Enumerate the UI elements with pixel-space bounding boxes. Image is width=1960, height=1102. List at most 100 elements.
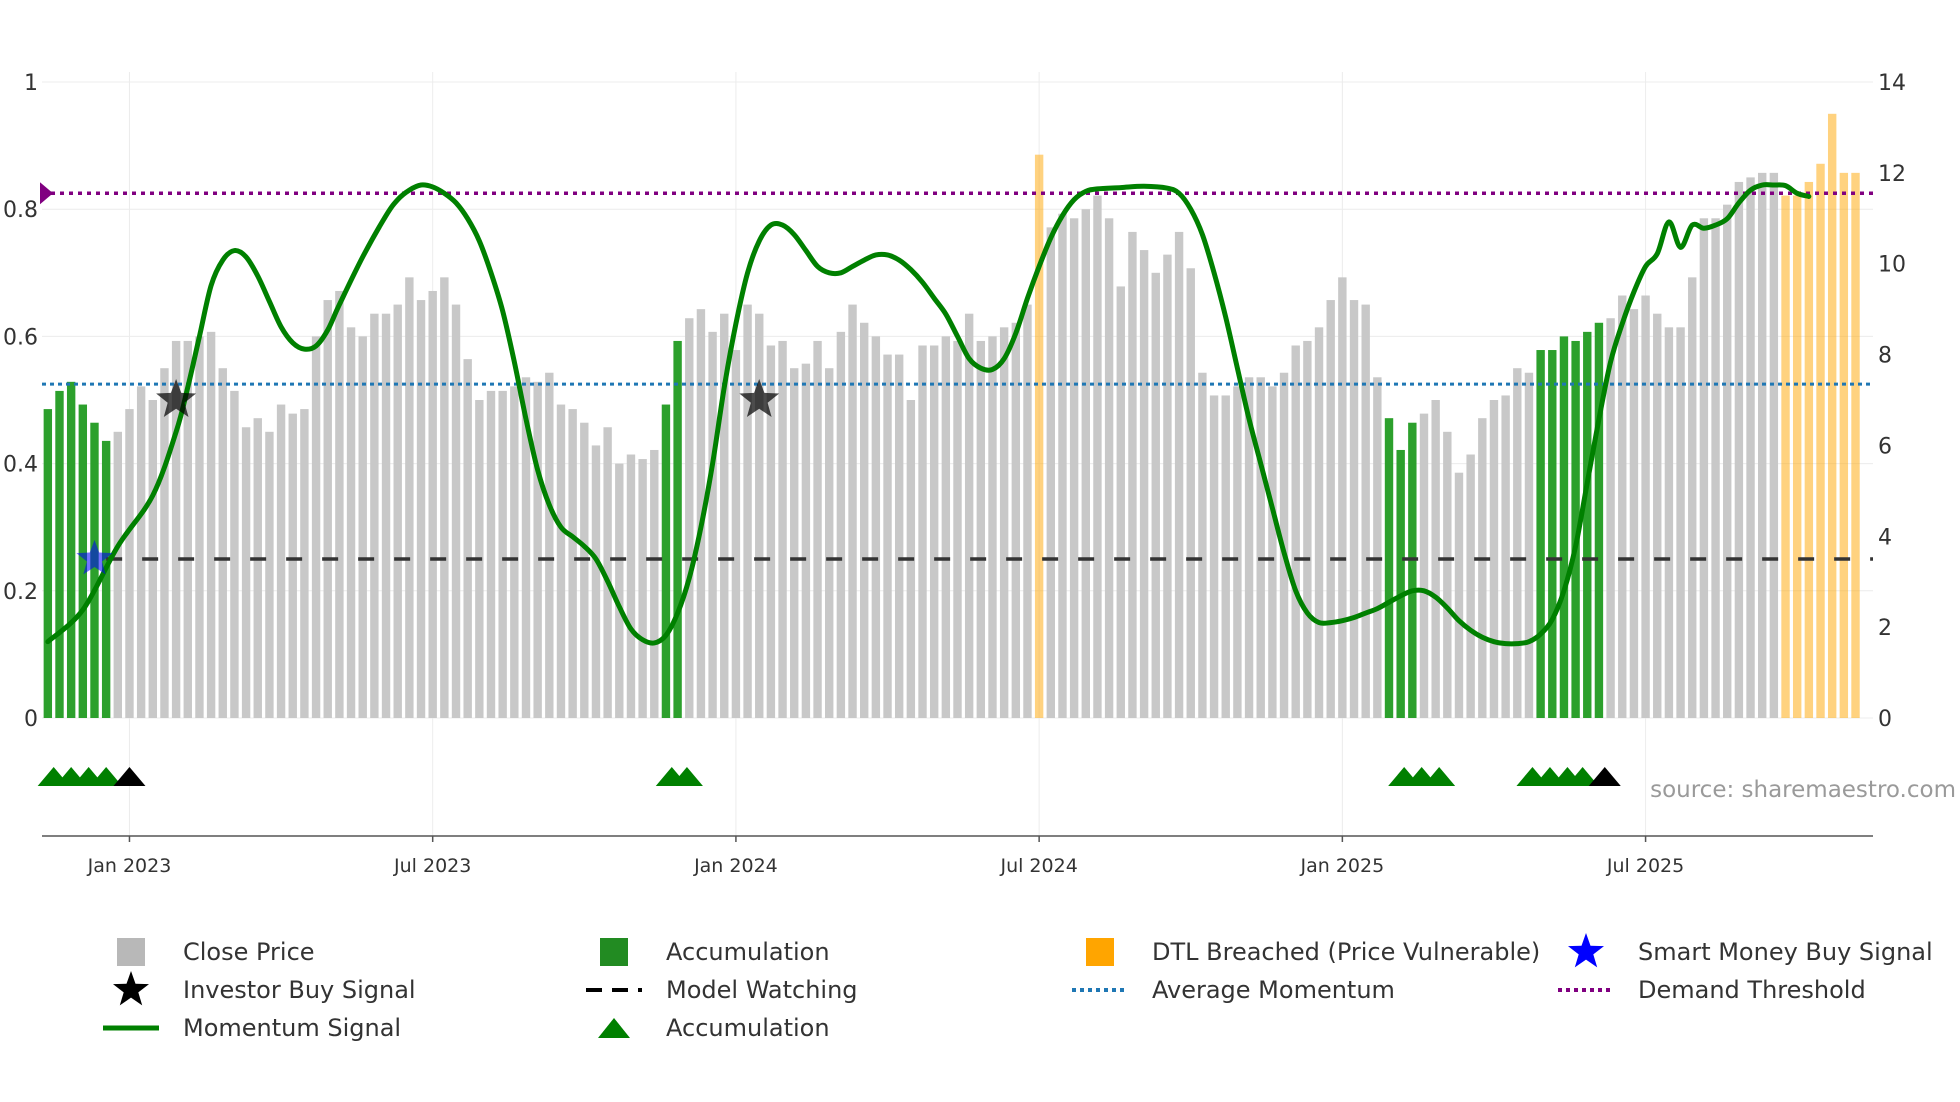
close-price-bar (650, 449, 659, 718)
accumulation-bar (1594, 322, 1604, 718)
close-price-bar (136, 386, 146, 718)
accumulation-bar (43, 409, 53, 718)
solid-line-icon (95, 1013, 167, 1043)
close-price-bar (1023, 304, 1032, 718)
close-price-bar (1431, 400, 1440, 718)
legend-model-watching: Model Watching (578, 975, 858, 1005)
close-price-bar (813, 340, 822, 718)
left-axis-tick: 0.8 (3, 198, 38, 223)
close-price-bar (1198, 372, 1207, 718)
close-price-bar (1268, 386, 1277, 718)
close-price-bar (1664, 327, 1674, 718)
dtl-breached-bar (1851, 172, 1860, 718)
momentum-signal-line (45, 182, 1812, 647)
close-price-bar (685, 318, 694, 718)
close-price-bar (1338, 277, 1347, 718)
close-price-bar (1058, 213, 1067, 718)
accumulation-triangle-black (1588, 767, 1621, 786)
close-price-bar (1699, 218, 1709, 719)
close-price-bar (440, 277, 449, 718)
close-price-bar (1629, 309, 1639, 718)
close-price-bar (1758, 172, 1767, 718)
close-price-bar (941, 336, 951, 718)
legend-label: DTL Breached (Price Vulnerable) (1152, 938, 1541, 966)
star-icon (1550, 933, 1622, 968)
close-price-bar (370, 313, 379, 718)
triangle-icon (578, 1013, 650, 1043)
dtl-breached-bar (1816, 163, 1825, 718)
close-price-bar (1641, 295, 1650, 718)
close-price-bar (1069, 218, 1079, 719)
close-price-bar (1618, 295, 1627, 718)
smart-money-buy-star (76, 540, 113, 575)
close-price-bar (1723, 204, 1732, 718)
close-price-bar (171, 340, 181, 718)
legend-label: Close Price (183, 938, 315, 966)
dtl-breached-bar (1034, 154, 1044, 718)
legend-label: Model Watching (666, 976, 858, 1004)
close-price-bar (778, 340, 787, 718)
close-price-bar (1734, 181, 1744, 718)
accumulation-triangle-black (113, 767, 146, 786)
close-price-bar (953, 340, 962, 718)
star-icon (95, 971, 167, 1006)
accumulation-triangle (1566, 767, 1599, 786)
close-price-bar (241, 427, 251, 718)
close-price-bar (591, 445, 601, 718)
dotted-line-icon (1064, 975, 1136, 1005)
close-price-bar (790, 368, 799, 718)
dtl-breached-bar (1792, 195, 1802, 719)
close-price-bar (929, 345, 939, 718)
close-price-bar (1186, 268, 1195, 718)
close-price-bar (381, 313, 391, 718)
right-axis-tick: 4 (1878, 525, 1892, 550)
accumulation-triangle (1423, 767, 1456, 786)
legend-label: Average Momentum (1152, 976, 1395, 1004)
close-price-bar (731, 350, 741, 718)
close-price-bar (1501, 395, 1510, 718)
close-price-bar (848, 304, 857, 718)
close-price-bar (801, 363, 811, 718)
price-bars (43, 113, 1860, 719)
close-price-bar (743, 304, 752, 718)
close-price-bar (1093, 195, 1102, 719)
reference-lines (40, 182, 1873, 561)
close-price-bar (1128, 231, 1137, 718)
left-axis-tick: 0.2 (3, 580, 38, 605)
legend-symbol-accumulation-bar (578, 937, 650, 967)
close-price-bar (1104, 218, 1114, 719)
demand-threshold-marker (40, 182, 53, 205)
accumulation-bar (101, 440, 111, 718)
right-axis-tick: 12 (1878, 162, 1906, 187)
dtl-breached-bar (1781, 195, 1790, 719)
accumulation-bar (1571, 340, 1580, 718)
close-price-bar (195, 336, 204, 718)
dotted-line-icon (1550, 975, 1622, 1005)
accumulation-bar (1559, 336, 1569, 718)
close-price-bar (498, 390, 507, 718)
accumulation-bar (1384, 418, 1394, 718)
close-price-bar (615, 463, 624, 718)
accumulation-bar (1548, 350, 1557, 718)
close-price-bar (486, 390, 496, 718)
legend-label: Demand Threshold (1638, 976, 1866, 1004)
close-price-bar (1524, 372, 1534, 718)
close-price-bar (1116, 286, 1125, 718)
close-price-bar (860, 322, 869, 718)
close-price-bar (311, 336, 321, 718)
accumulation-bar (78, 404, 88, 718)
right-axis-tick: 10 (1878, 253, 1906, 278)
x-axis-tick-label: Jan 2025 (1300, 855, 1385, 877)
close-price-bar (358, 336, 367, 718)
close-price-bar (568, 409, 577, 718)
close-price-bar (1443, 431, 1452, 718)
close-price-bar (1151, 272, 1160, 718)
close-price-bar (125, 409, 134, 718)
close-price-bar (626, 454, 636, 718)
close-price-bar (1244, 377, 1254, 718)
legend-smart-money-buy: Smart Money Buy Signal (1550, 933, 1933, 968)
close-price-bar (1139, 250, 1149, 719)
dtl-breached-bar (1839, 172, 1849, 718)
